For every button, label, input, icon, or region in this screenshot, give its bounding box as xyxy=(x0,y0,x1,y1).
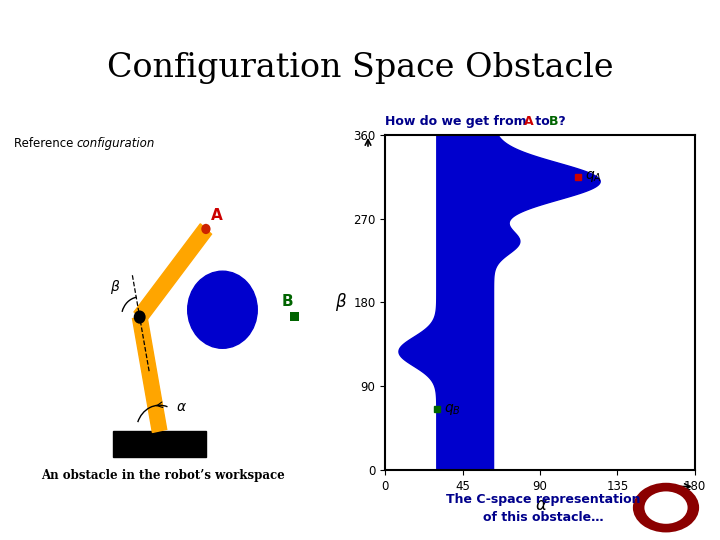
Text: $\alpha$: $\alpha$ xyxy=(176,400,187,414)
Text: to: to xyxy=(531,115,554,128)
Circle shape xyxy=(644,491,688,524)
Text: A: A xyxy=(211,208,222,223)
Text: B: B xyxy=(282,294,294,309)
Text: Configuration Space Obstacle: Configuration Space Obstacle xyxy=(107,51,613,84)
Polygon shape xyxy=(134,224,212,322)
Circle shape xyxy=(134,310,145,323)
Text: of this obstacle…: of this obstacle… xyxy=(483,511,604,524)
Text: B: B xyxy=(549,115,558,128)
Text: An obstacle in the robot’s workspace: An obstacle in the robot’s workspace xyxy=(41,469,284,482)
Circle shape xyxy=(188,271,257,348)
Polygon shape xyxy=(132,315,167,433)
Polygon shape xyxy=(399,135,600,470)
Text: A: A xyxy=(524,115,534,128)
Text: INSTITUTE: INSTITUTE xyxy=(652,515,680,520)
Text: Reference: Reference xyxy=(14,137,77,150)
Text: How do we get from: How do we get from xyxy=(385,115,531,128)
Bar xyxy=(113,431,206,457)
Text: ROBOTICS: ROBOTICS xyxy=(652,509,680,515)
Text: $q_B$: $q_B$ xyxy=(444,402,461,417)
Text: configuration: configuration xyxy=(77,137,155,150)
Text: $\beta$: $\beta$ xyxy=(110,279,120,296)
Text: Carnegie Mellon: Carnegie Mellon xyxy=(611,11,702,19)
Text: The C-space representation: The C-space representation xyxy=(446,493,641,506)
Text: $q_A$: $q_A$ xyxy=(585,170,601,184)
Text: ?: ? xyxy=(554,115,566,128)
Text: THE: THE xyxy=(660,502,672,508)
Text: $\alpha$: $\alpha$ xyxy=(536,496,548,514)
Circle shape xyxy=(633,483,699,532)
Circle shape xyxy=(202,224,210,234)
Bar xyxy=(290,312,299,321)
Text: $\beta$: $\beta$ xyxy=(336,292,347,313)
